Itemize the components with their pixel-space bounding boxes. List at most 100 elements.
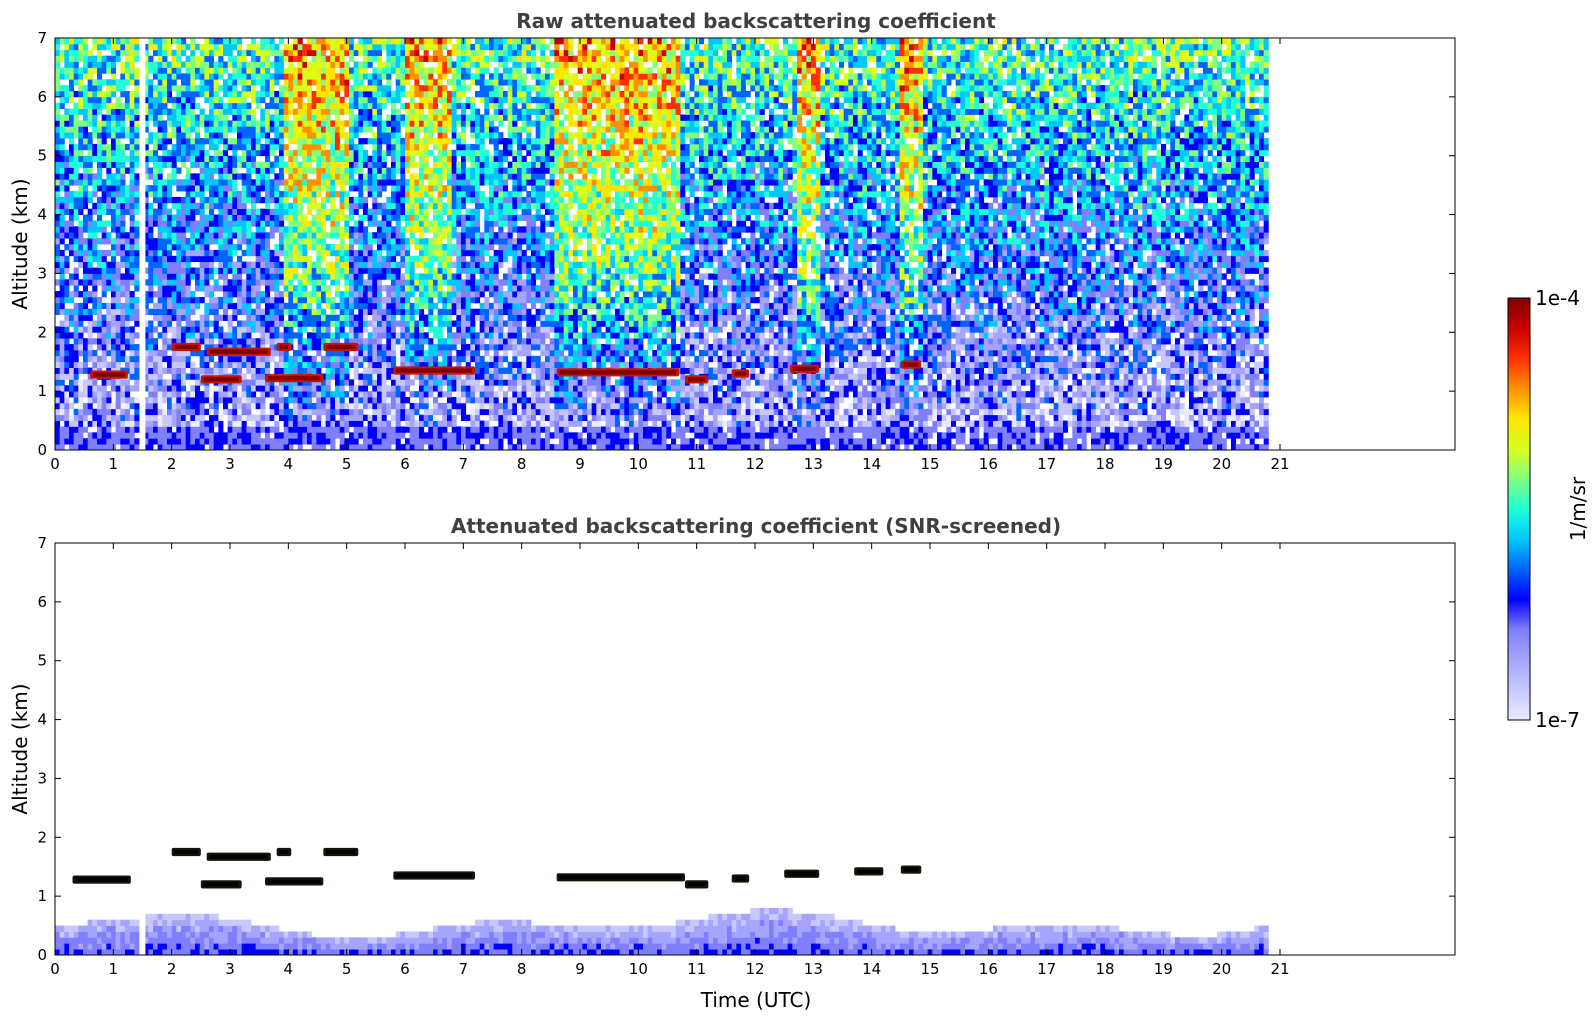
heatmap-cell: [185, 202, 191, 210]
heatmap-cell: [181, 314, 187, 321]
heatmap-cell: [297, 296, 303, 304]
heatmap-cell: [167, 238, 173, 245]
heatmap-cell: [293, 273, 299, 280]
heatmap-cell: [330, 444, 336, 451]
heatmap-cell: [260, 255, 266, 263]
heatmap-cell: [428, 90, 434, 98]
heatmap-cell: [167, 279, 173, 286]
heatmap-cell: [97, 202, 103, 210]
heatmap-cell: [55, 196, 61, 204]
heatmap-cell: [391, 143, 397, 151]
heatmap-cell: [195, 408, 201, 416]
heatmap-cell: [400, 373, 406, 380]
heatmap-cell: [325, 285, 331, 292]
heatmap-cell: [227, 408, 233, 416]
heatmap-cell: [97, 161, 103, 168]
heatmap-cell: [241, 385, 247, 392]
heatmap-cell: [199, 79, 205, 86]
heatmap-cell: [246, 414, 252, 421]
heatmap-cell: [274, 385, 280, 392]
heatmap-cell: [358, 196, 364, 204]
heatmap-cell: [87, 220, 93, 227]
heatmap-cell: [148, 208, 154, 215]
heatmap-cell: [64, 261, 70, 268]
heatmap-cell: [223, 90, 229, 98]
heatmap-cell: [129, 73, 135, 80]
heatmap-cell: [199, 208, 205, 215]
heatmap-cell: [316, 226, 322, 233]
heatmap-cell: [55, 249, 61, 257]
heatmap-cell: [162, 414, 168, 421]
heatmap-cell: [195, 338, 201, 345]
heatmap-cell: [106, 191, 112, 198]
heatmap-cell: [64, 438, 70, 445]
heatmap-cell: [274, 202, 280, 210]
heatmap-cell: [307, 426, 313, 433]
heatmap-cell: [171, 214, 177, 221]
heatmap-cell: [106, 120, 112, 127]
heatmap-cell: [92, 238, 98, 245]
heatmap-cell: [143, 232, 149, 239]
heatmap-cell: [232, 43, 238, 51]
heatmap-cell: [311, 114, 317, 121]
heatmap-cell: [223, 126, 229, 133]
heatmap-cell: [129, 138, 135, 145]
heatmap-cell: [129, 196, 135, 204]
heatmap-cell: [419, 426, 425, 433]
heatmap-cell: [321, 320, 327, 327]
heatmap-cell: [157, 238, 163, 245]
heatmap-cell: [157, 67, 163, 74]
heatmap-cell: [358, 149, 364, 157]
heatmap-cell: [433, 167, 439, 174]
heatmap-cell: [59, 132, 65, 139]
heatmap-cell: [55, 143, 61, 151]
heatmap-cell: [279, 314, 285, 321]
heatmap-cell: [405, 320, 411, 327]
heatmap-cell: [372, 120, 378, 127]
heatmap-cell: [274, 226, 280, 233]
heatmap-cell: [157, 273, 163, 280]
heatmap-cell: [381, 426, 387, 433]
heatmap-cell: [111, 438, 117, 445]
heatmap-cell: [73, 391, 79, 398]
heatmap-cell: [251, 161, 257, 168]
heatmap-cell: [111, 302, 117, 310]
heatmap-cell: [311, 55, 317, 62]
heatmap-cell: [265, 291, 271, 298]
heatmap-cell: [209, 208, 215, 215]
heatmap-cell: [391, 96, 397, 104]
heatmap-cell: [302, 185, 308, 192]
heatmap-cell: [414, 85, 420, 92]
heatmap-cell: [321, 438, 327, 445]
heatmap-cell: [260, 220, 266, 227]
heatmap-cell: [162, 291, 168, 298]
heatmap-cell: [344, 244, 350, 251]
heatmap-cell: [274, 420, 280, 427]
heatmap-cell: [381, 326, 387, 333]
heatmap-cell: [111, 55, 117, 62]
heatmap-cell: [363, 314, 369, 321]
heatmap-cell: [171, 149, 177, 157]
heatmap-cell: [283, 149, 289, 157]
heatmap-cell: [414, 444, 420, 451]
heatmap-cell: [199, 367, 205, 374]
heatmap-cell: [190, 96, 196, 104]
heatmap-cell: [283, 438, 289, 445]
heatmap-cell: [157, 314, 163, 321]
heatmap-cell: [97, 185, 103, 192]
heatmap-cell: [269, 208, 275, 215]
heatmap-cell: [73, 155, 79, 162]
heatmap-cell: [297, 114, 303, 121]
heatmap-cell: [83, 38, 89, 45]
heatmap-cell: [125, 196, 131, 204]
heatmap-cell: [297, 344, 303, 351]
heatmap-cell: [405, 426, 411, 433]
heatmap-cell: [251, 138, 257, 145]
heatmap-cell: [185, 208, 191, 215]
heatmap-cell: [213, 314, 219, 321]
heatmap-cell: [251, 38, 257, 45]
heatmap-cell: [414, 138, 420, 145]
heatmap-cell: [78, 85, 84, 92]
heatmap-cell: [134, 308, 140, 316]
heatmap-cell: [335, 255, 341, 263]
